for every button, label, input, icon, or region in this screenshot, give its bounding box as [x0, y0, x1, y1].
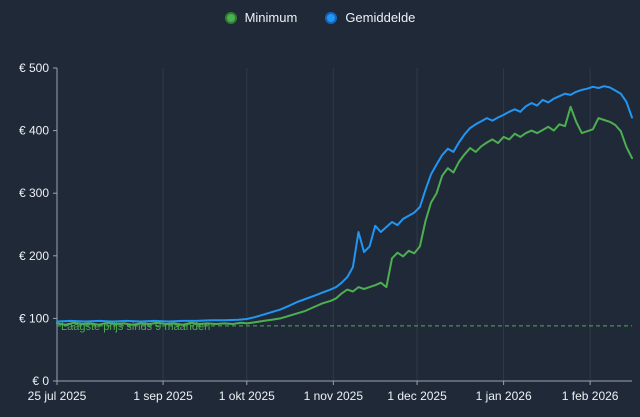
series-line-gemiddelde [56, 85, 633, 323]
x-axis-tick-label: 1 feb 2026 [562, 389, 619, 403]
legend-label-gemiddelde: Gemiddelde [345, 10, 416, 25]
y-axis-tick-label: € 0 [32, 374, 49, 388]
legend-label-minimum: Minimum [244, 10, 298, 25]
legend-item-gemiddelde[interactable]: Gemiddelde [325, 10, 415, 25]
x-axis-tick-label: 1 okt 2025 [219, 389, 275, 403]
x-axis-tick-label: 1 sep 2025 [133, 389, 193, 403]
y-axis-tick-label: € 500 [19, 61, 49, 75]
x-axis-tick-label: 1 nov 2025 [304, 389, 364, 403]
y-axis-tick-label: € 100 [19, 311, 49, 325]
y-axis-tick-label: € 200 [19, 249, 49, 263]
legend-item-minimum[interactable]: Minimum [224, 10, 298, 25]
x-axis-tick-label: 1 jan 2026 [476, 389, 532, 403]
x-axis-tick-label: 1 dec 2025 [387, 389, 447, 403]
gemiddelde-series-dot [325, 11, 338, 24]
legend: Minimum Gemiddelde [0, 10, 640, 25]
series-line-minimum [56, 105, 633, 326]
y-axis-tick-label: € 300 [19, 186, 49, 200]
y-axis-tick-label: € 400 [19, 124, 49, 138]
x-axis-tick-label: 25 jul 2025 [28, 389, 87, 403]
minimum-series-dot [224, 11, 237, 24]
